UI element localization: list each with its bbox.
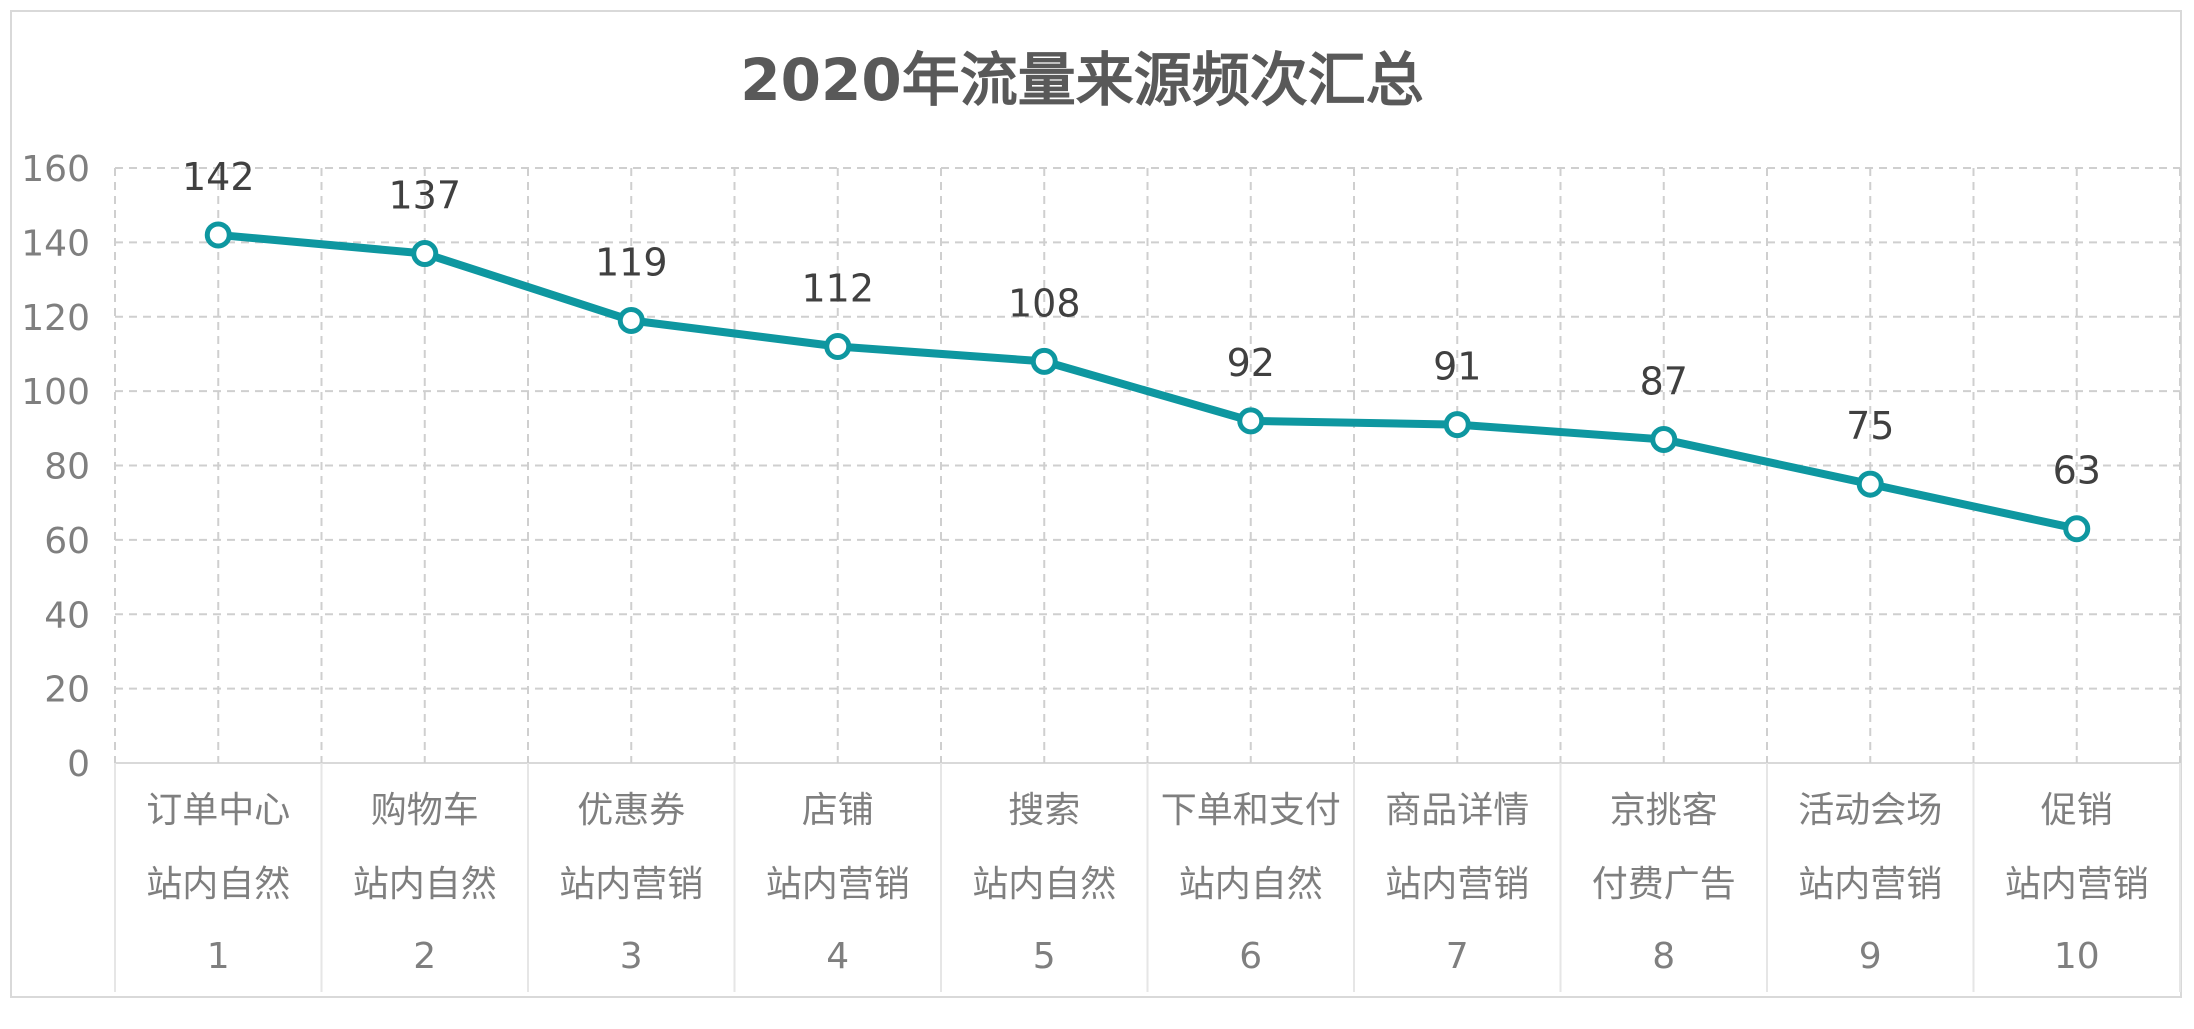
data-point	[204, 221, 232, 249]
category-label: 3	[620, 936, 643, 977]
category-label: 站内营销	[559, 864, 703, 905]
category-label: 付费广告	[1592, 864, 1736, 905]
data-label: 142	[182, 155, 255, 199]
category-label: 2	[413, 936, 436, 977]
category-label: 站内自然	[1179, 864, 1323, 905]
data-point	[1030, 347, 1058, 375]
category-label: 5	[1033, 936, 1056, 977]
data-point	[1856, 470, 1884, 498]
category-label: 8	[1652, 936, 1675, 977]
data-point	[617, 306, 645, 334]
category-label: 站内自然	[972, 864, 1116, 905]
data-point	[1237, 407, 1265, 435]
chart-title: 2020年流量来源频次汇总	[740, 46, 1423, 114]
y-axis-ticks: 0 20 40 60 80 100 120 140 160	[21, 149, 90, 785]
grid-lines	[114, 167, 2181, 992]
data-point	[411, 240, 439, 268]
data-point	[1650, 425, 1678, 453]
category-label: 站内自然	[146, 864, 290, 905]
series-line	[214, 230, 2081, 533]
data-point	[2063, 515, 2091, 543]
category-label: 京挑客	[1610, 790, 1718, 831]
y-tick-label: 60	[44, 521, 90, 562]
category-label: 下单和支付	[1161, 790, 1341, 831]
category-label: 优惠券	[577, 790, 685, 831]
data-label: 137	[388, 174, 461, 218]
data-point	[824, 333, 852, 360]
category-label: 搜索	[1008, 790, 1080, 831]
data-label: 92	[1227, 341, 1275, 385]
data-label: 91	[1433, 345, 1481, 389]
category-label: 站内营销	[1798, 864, 1942, 905]
category-label: 站内营销	[1385, 864, 1529, 905]
y-tick-label: 120	[21, 298, 90, 339]
data-label: 87	[1640, 359, 1688, 403]
y-tick-label: 80	[44, 447, 90, 488]
data-label: 119	[595, 240, 668, 284]
data-label: 112	[801, 267, 874, 311]
chart-frame	[10, 10, 2182, 998]
y-tick-label: 40	[44, 595, 90, 636]
category-label: 站内自然	[353, 864, 497, 905]
category-label: 7	[1446, 936, 1469, 977]
category-label: 站内营销	[2005, 864, 2149, 905]
category-label: 购物车	[371, 790, 479, 831]
data-series	[204, 221, 2091, 543]
y-tick-label: 0	[67, 744, 90, 785]
category-label: 4	[826, 936, 849, 977]
category-label: 店铺	[802, 790, 874, 831]
data-label: 75	[1846, 404, 1894, 448]
category-label: 6	[1239, 936, 1262, 977]
y-tick-label: 140	[21, 223, 90, 264]
category-label: 商品详情	[1385, 790, 1529, 831]
category-label: 站内营销	[766, 864, 910, 905]
data-label: 108	[1008, 281, 1081, 325]
category-label: 1	[207, 936, 230, 977]
category-label: 订单中心	[146, 790, 290, 831]
y-tick-label: 160	[21, 149, 90, 190]
category-label: 9	[1859, 936, 1882, 977]
y-tick-label: 20	[44, 670, 90, 711]
data-labels: 142 137 119 112 108 92 91 87 75 63	[182, 155, 2101, 493]
data-point	[1443, 411, 1471, 439]
category-label: 活动会场	[1798, 790, 1942, 831]
category-label: 10	[2054, 936, 2100, 977]
y-tick-label: 100	[21, 372, 90, 413]
data-label: 63	[2053, 449, 2101, 493]
category-label: 促销	[2041, 790, 2113, 831]
